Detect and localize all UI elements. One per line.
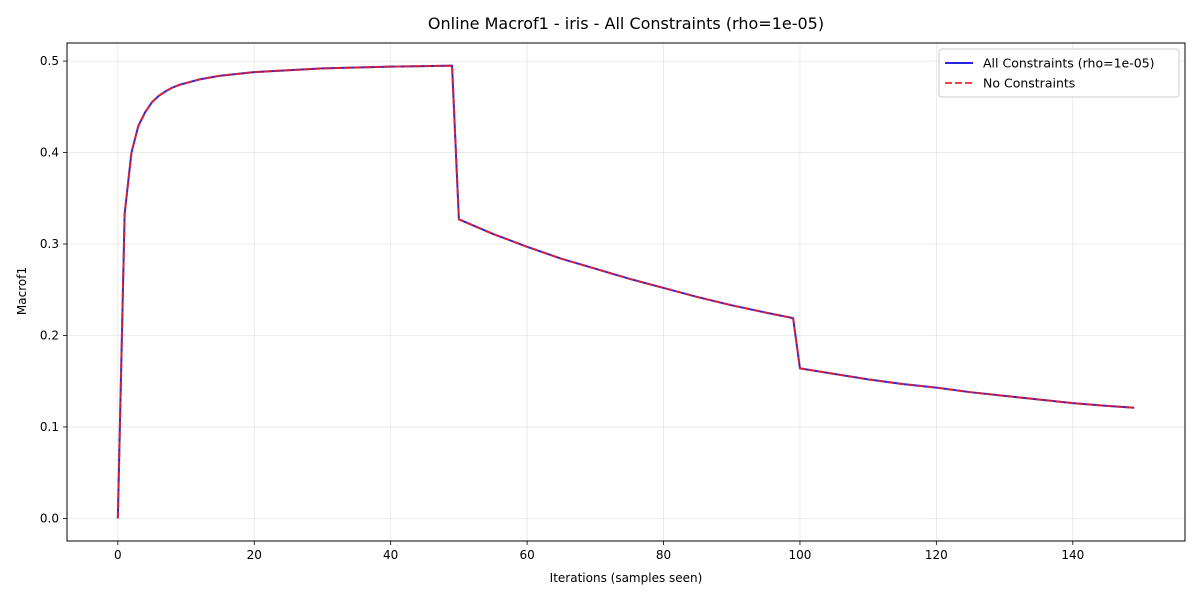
y-tick-label: 0.1 [40,420,59,434]
x-tick-label: 0 [114,548,122,562]
x-axis-ticks: 0 20 40 60 80 100 120 140 [114,541,1084,562]
y-tick-label: 0.4 [40,146,59,160]
y-tick-label: 0.5 [40,54,59,68]
y-axis-label: Macrof1 [15,267,29,315]
y-axis-ticks: 0.0 0.1 0.2 0.3 0.4 0.5 [40,54,67,525]
y-tick-label: 0.2 [40,328,59,342]
y-tick-label: 0.0 [40,511,59,525]
grid [67,43,1185,541]
series-line-all-constraints [116,64,1135,519]
legend-label: No Constraints [983,76,1075,91]
x-axis-label: Iterations (samples seen) [550,571,703,585]
series-line-no-constraints [116,64,1135,519]
x-tick-label: 120 [925,548,948,562]
x-tick-label: 80 [656,548,671,562]
x-tick-label: 20 [247,548,262,562]
x-tick-label: 40 [383,548,398,562]
legend: All Constraints (rho=1e-05) No Constraint… [938,48,1180,98]
plot-lines [116,64,1135,519]
x-tick-label: 60 [519,548,534,562]
y-tick-label: 0.3 [40,237,59,251]
plot-frame [66,42,1186,542]
legend-label: All Constraints (rho=1e-05) [983,56,1155,71]
legend-box [938,48,1180,98]
x-tick-label: 100 [788,548,811,562]
x-tick-label: 140 [1061,548,1084,562]
chart-title: Online Macrof1 - iris - All Constraints … [428,14,824,33]
